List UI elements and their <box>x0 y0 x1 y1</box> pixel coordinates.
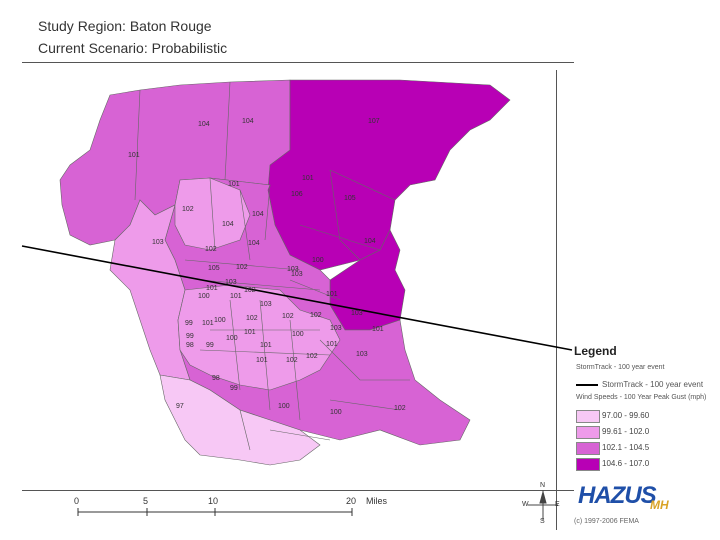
region-label: 102 <box>282 313 294 320</box>
region-label: 102 <box>205 246 217 253</box>
region-label: 103 <box>260 301 272 308</box>
region-label: 104 <box>252 211 264 218</box>
region-labels: 104 104 1071011011021041061051041041031011… <box>128 118 406 416</box>
scale-bar <box>77 508 353 516</box>
region-label: 103 <box>291 271 303 278</box>
legend-class-label: 104.6 - 107.0 <box>602 459 650 468</box>
header-rule <box>22 62 574 63</box>
region-label: 101 <box>372 326 384 333</box>
legend-swatch <box>576 458 600 471</box>
legend-swatch <box>576 410 600 423</box>
map-title: Study Region: Baton Rouge <box>38 18 212 34</box>
region-label: 100 <box>278 403 290 410</box>
region-label: 102 <box>306 353 318 360</box>
region-label: 101 <box>326 341 338 348</box>
region-label: 105 <box>344 195 356 202</box>
region-label: 101 <box>260 342 272 349</box>
zone-southwest <box>159 374 321 466</box>
region-label: 104 <box>364 238 376 245</box>
region-label: 103 <box>330 325 342 332</box>
compass-w: W <box>522 501 529 508</box>
region-label: 101 <box>230 293 242 300</box>
legend-storm-line-label: StormTrack - 100 year event <box>602 380 704 389</box>
region-label: 99 <box>230 385 238 392</box>
region-label: 99 <box>206 342 214 349</box>
region-label: 101 <box>202 320 214 327</box>
region-label: 101 <box>128 152 140 159</box>
hazus-logo-suffix: MH <box>650 498 669 512</box>
region-label: 102 <box>244 287 256 294</box>
legend-class-label: 99.61 - 102.0 <box>602 427 650 436</box>
region-label: 100 <box>330 409 342 416</box>
boundary-lines <box>134 81 410 451</box>
scale-tick-0: 0 <box>74 496 80 506</box>
region-label: 103 <box>225 279 237 286</box>
region-label: 100 <box>198 293 210 300</box>
region-label: 103 <box>287 266 299 273</box>
region-label: 102 <box>394 405 406 412</box>
legend-wind-title: Wind Speeds - 100 Year Peak Gust (mph) <box>576 394 707 401</box>
region-label: 97 <box>176 403 184 410</box>
legend-class-label: 97.00 - 99.60 <box>602 411 650 420</box>
region-label: 105 <box>208 265 220 272</box>
copyright-credit: (c) 1997-2006 FEMA <box>574 518 639 525</box>
county-polygons <box>59 79 511 466</box>
compass-rose <box>528 490 558 520</box>
region-label: 102 <box>236 264 248 271</box>
storm-track-line <box>21 245 573 351</box>
compass-e: E <box>555 501 560 508</box>
region-label: 103 <box>356 351 368 358</box>
region-label: 104 <box>248 240 260 247</box>
region-label: 104 <box>198 121 210 128</box>
scale-unit: Miles <box>366 496 388 506</box>
region-label: 99 <box>186 333 194 340</box>
region-label: 100 <box>214 317 226 324</box>
region-label: 101 <box>244 329 256 336</box>
legend-title: Legend <box>574 344 617 358</box>
region-label: 99 <box>185 320 193 327</box>
scale-tick-20: 20 <box>346 496 357 506</box>
region-label: 100 <box>226 335 238 342</box>
region-label: 98 <box>212 375 220 382</box>
legend-swatch <box>576 426 600 439</box>
legend-storm-point: StormTrack - 100 year event <box>576 364 665 371</box>
region-label: 101 <box>228 181 240 188</box>
region-label: 102 <box>246 315 258 322</box>
legend-class-label: 102.1 - 104.5 <box>602 443 650 452</box>
legend-rule <box>556 70 557 530</box>
region-label: 106 <box>291 191 303 198</box>
region-label: 104 <box>222 221 234 228</box>
hazus-logo: HAZUS <box>578 482 657 509</box>
region-label: 107 <box>368 118 380 125</box>
region-label: 101 <box>256 357 268 364</box>
region-label: 101 <box>206 285 218 292</box>
region-label: 102 <box>286 357 298 364</box>
scenario-subtitle: Current Scenario: Probabilistic <box>38 40 228 56</box>
region-label: 100 <box>312 257 324 264</box>
compass-n: N <box>540 482 546 489</box>
region-label: 103 <box>152 239 164 246</box>
footer-rule <box>22 490 574 491</box>
region-label: 98 <box>186 342 194 349</box>
legend-storm-line-symbol <box>576 384 598 386</box>
region-label: 101 <box>302 175 314 182</box>
region-label: 104 <box>242 118 254 125</box>
region-label: 103 <box>351 310 363 317</box>
region-label: 101 <box>326 291 338 298</box>
region-label: 102 <box>182 206 194 213</box>
compass-s: S <box>540 518 545 525</box>
region-label: 100 <box>292 331 304 338</box>
scale-tick-5: 5 <box>143 496 149 506</box>
scale-tick-10: 10 <box>208 496 219 506</box>
region-label: 102 <box>310 312 322 319</box>
legend-swatch <box>576 442 600 455</box>
